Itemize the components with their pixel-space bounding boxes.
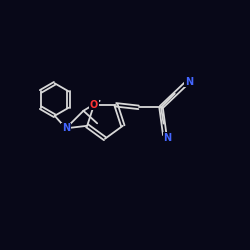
Text: N: N [62,123,70,133]
Text: N: N [163,133,171,143]
Text: N: N [185,76,193,86]
Text: O: O [90,100,98,110]
